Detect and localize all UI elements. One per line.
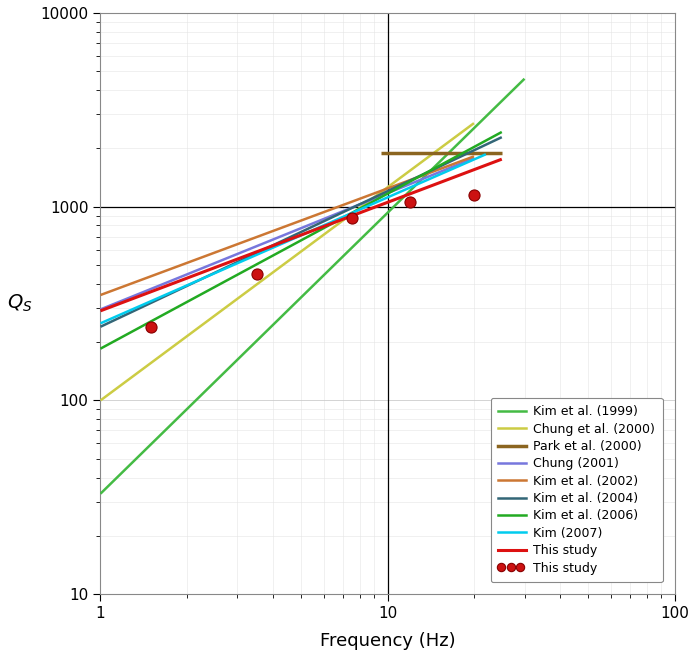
X-axis label: Frequency (Hz): Frequency (Hz): [319, 632, 455, 650]
Y-axis label: $Q_S$: $Q_S$: [7, 293, 33, 314]
Legend: Kim et al. (1999), Chung et al. (2000), Park et al. (2000), Chung (2001), Kim et: Kim et al. (1999), Chung et al. (2000), …: [491, 397, 663, 582]
